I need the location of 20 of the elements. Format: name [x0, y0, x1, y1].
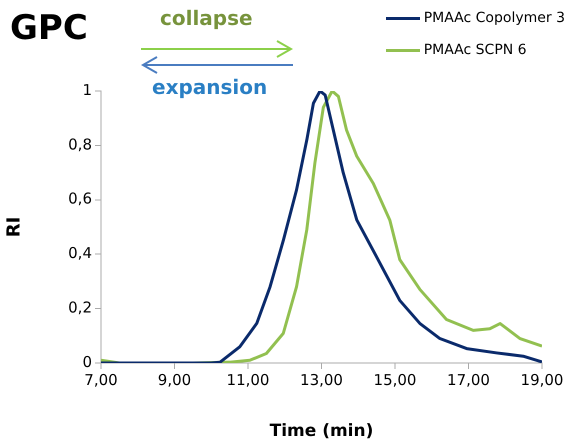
x-tick-label: 17,00	[447, 370, 490, 389]
x-tick-label: 13,00	[300, 370, 343, 389]
text: collapse	[160, 6, 253, 30]
x-tick-label: 7,00	[84, 370, 118, 389]
legend-label: PMAAc SCPN 6	[424, 42, 527, 58]
y-tick-label: 0,4	[68, 244, 92, 262]
x-tick-label: 15,00	[374, 370, 416, 389]
legend-label: PMAAc Copolymer 3	[424, 10, 565, 26]
y-tick-label: 0,8	[68, 135, 92, 154]
y-tick-label: 0,6	[68, 190, 92, 208]
x-tick-label: 11,00	[226, 370, 270, 389]
annotation: expansion	[152, 75, 268, 99]
y-tick-label: 1	[82, 80, 92, 99]
x-tick-label: 19,00	[520, 370, 564, 389]
y-tick-label: 0	[82, 352, 92, 371]
y-tick-label: 0,2	[68, 298, 92, 316]
x-axis-title: Time (min)	[270, 421, 374, 442]
y-axis-title: RI	[3, 216, 24, 238]
x-tick-label: 9,00	[158, 370, 192, 389]
chart-title: GPC	[10, 8, 88, 48]
